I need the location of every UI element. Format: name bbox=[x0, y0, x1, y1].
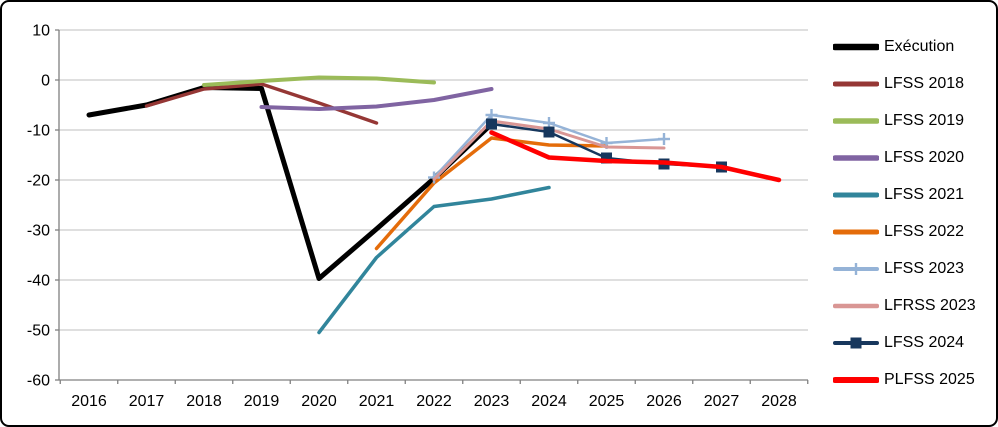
x-axis-tick-label: 2024 bbox=[531, 393, 567, 410]
legend-item-ex-cution: Exécution bbox=[833, 28, 976, 65]
series-lfss-2020 bbox=[259, 87, 494, 111]
legend-swatch-lfss-2019-icon bbox=[833, 117, 879, 124]
series-line bbox=[86, 85, 494, 281]
y-axis-tick-label: 10 bbox=[32, 23, 50, 40]
legend-swatch-lfrss-2023-icon bbox=[833, 303, 879, 308]
x-axis-tick-label: 2023 bbox=[474, 393, 510, 410]
y-axis-tick-label: 0 bbox=[41, 73, 50, 90]
legend-swatch-lfss-2020-icon bbox=[833, 154, 879, 161]
legend-label: LFSS 2019 bbox=[884, 111, 965, 129]
y-axis-tick-label: -50 bbox=[27, 323, 50, 340]
series-line bbox=[202, 75, 436, 87]
series-line bbox=[489, 130, 782, 183]
y-axis-tick-label: -40 bbox=[27, 273, 50, 290]
series-lfss-2022 bbox=[374, 136, 609, 251]
y-axis-tick-label: -20 bbox=[27, 173, 50, 190]
square-marker-icon bbox=[543, 126, 555, 138]
legend-swatch-ex-cution-icon bbox=[833, 43, 879, 50]
legend-swatch-lfss-2018-icon bbox=[833, 81, 879, 86]
legend-item-lfss-2019: LFSS 2019 bbox=[833, 102, 976, 139]
series-line bbox=[317, 185, 551, 335]
x-axis-tick-label: 2016 bbox=[71, 393, 107, 410]
series-line bbox=[374, 136, 609, 251]
legend-label: LFSS 2022 bbox=[884, 222, 965, 240]
legend-swatch-lfss-2021-icon bbox=[833, 192, 879, 197]
gridlines bbox=[59, 29, 808, 331]
chart-legend: Exécution LFSS 2018 LFSS 2019 LFSS 2020 LFSS… bbox=[833, 28, 976, 398]
legend-label: LFSS 2023 bbox=[884, 259, 965, 277]
legend-label: LFRSS 2023 bbox=[884, 296, 976, 314]
series-plfss-2025 bbox=[489, 130, 782, 183]
axis-labels: 10 0 -10 -20 -30 -40 -50 -60 2016 2017 2018 2019 202… bbox=[27, 23, 797, 411]
legend-swatch-lfss-2023-icon bbox=[833, 262, 879, 275]
x-axis-tick-label: 2017 bbox=[129, 393, 165, 410]
legend-item-lfss-2021: LFSS 2021 bbox=[833, 176, 976, 213]
legend-item-lfrss-2023: LFRSS 2023 bbox=[833, 287, 976, 324]
series-ex-cution bbox=[86, 85, 494, 281]
legend-swatch-lfss-2024-icon bbox=[833, 337, 879, 348]
square-marker-icon bbox=[601, 152, 612, 164]
legend-label: Exécution bbox=[884, 37, 955, 55]
y-axis-tick-label: -10 bbox=[27, 123, 50, 140]
legend-label: LFSS 2020 bbox=[884, 148, 965, 166]
legend-swatch-plfss-2025-icon bbox=[833, 376, 879, 383]
series-lfss-2019 bbox=[202, 75, 436, 87]
x-axis-tick-label: 2018 bbox=[186, 393, 222, 410]
legend-item-lfss-2024: LFSS 2024 bbox=[833, 324, 976, 361]
legend-label: LFSS 2024 bbox=[884, 333, 965, 351]
x-axis-tick-label: 2021 bbox=[359, 393, 395, 410]
x-axis-tick-label: 2025 bbox=[589, 393, 625, 410]
series-lfss-2021 bbox=[317, 185, 551, 335]
legend-item-lfss-2023: LFSS 2023 bbox=[833, 250, 976, 287]
legend-label: LFSS 2021 bbox=[884, 185, 965, 203]
x-axis-tick-label: 2022 bbox=[416, 393, 452, 410]
legend-item-lfss-2020: LFSS 2020 bbox=[833, 139, 976, 176]
line-chart: 10 0 -10 -20 -30 -40 -50 -60 2016 2017 2018 2019 202… bbox=[27, 23, 809, 411]
legend-item-lfss-2022: LFSS 2022 bbox=[833, 213, 976, 250]
series-line bbox=[259, 87, 494, 111]
legend-item-lfss-2018: LFSS 2018 bbox=[833, 65, 976, 102]
legend-swatch-lfss-2022-icon bbox=[833, 229, 879, 234]
legend-item-plfss-2025: PLFSS 2025 bbox=[833, 361, 976, 398]
x-axis-tick-label: 2026 bbox=[646, 393, 682, 410]
legend-label: LFSS 2018 bbox=[884, 74, 965, 92]
square-marker-icon bbox=[486, 118, 497, 130]
x-axis-tick-label: 2028 bbox=[761, 393, 797, 410]
y-axis-tick-label: -60 bbox=[27, 373, 50, 390]
axes bbox=[55, 29, 809, 384]
x-axis-tick-label: 2027 bbox=[704, 393, 740, 410]
square-marker-icon bbox=[850, 337, 862, 348]
x-axis-tick-label: 2019 bbox=[244, 393, 280, 410]
legend-label: PLFSS 2025 bbox=[884, 370, 975, 388]
y-axis-tick-label: -30 bbox=[27, 223, 50, 240]
x-axis-tick-label: 2020 bbox=[301, 393, 337, 410]
